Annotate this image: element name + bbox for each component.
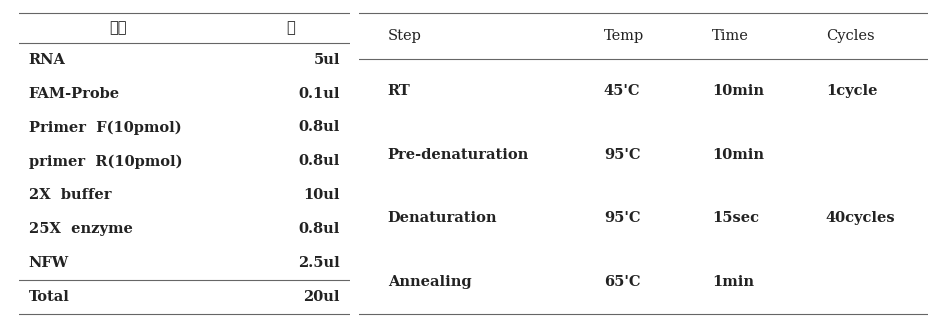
- Text: 1cycle: 1cycle: [826, 84, 877, 98]
- Text: 25X  enzyme: 25X enzyme: [29, 222, 132, 236]
- Text: 95'C: 95'C: [604, 148, 640, 162]
- Text: 0.1ul: 0.1ul: [299, 87, 340, 100]
- Text: 0.8ul: 0.8ul: [299, 120, 340, 134]
- Text: 20ul: 20ul: [303, 290, 340, 304]
- Text: Pre-denaturation: Pre-denaturation: [388, 148, 529, 162]
- Text: Denaturation: Denaturation: [388, 211, 497, 225]
- Text: 0.8ul: 0.8ul: [299, 222, 340, 236]
- Text: 40cycles: 40cycles: [826, 211, 896, 225]
- Text: Time: Time: [712, 29, 749, 43]
- Text: 65'C: 65'C: [604, 275, 640, 289]
- Text: Primer  F(10pmol): Primer F(10pmol): [29, 120, 181, 135]
- Text: 5ul: 5ul: [313, 53, 340, 67]
- Text: 45'C: 45'C: [604, 84, 640, 98]
- Text: Step: Step: [388, 29, 422, 43]
- Text: 양: 양: [285, 20, 295, 35]
- Text: Total: Total: [29, 290, 69, 304]
- Text: Cycles: Cycles: [826, 29, 874, 43]
- Text: Annealing: Annealing: [388, 275, 471, 289]
- Text: 0.8ul: 0.8ul: [299, 154, 340, 168]
- Text: 10min: 10min: [712, 148, 764, 162]
- Text: 10min: 10min: [712, 84, 764, 98]
- Text: primer  R(10pmol): primer R(10pmol): [29, 154, 182, 169]
- Text: 10ul: 10ul: [303, 188, 340, 202]
- Text: FAM-Probe: FAM-Probe: [29, 87, 119, 100]
- Text: 15sec: 15sec: [712, 211, 759, 225]
- Text: 2X  buffer: 2X buffer: [29, 188, 111, 202]
- Text: 조성: 조성: [109, 20, 127, 35]
- Text: RNA: RNA: [29, 53, 65, 67]
- Text: RT: RT: [388, 84, 411, 98]
- Text: 95'C: 95'C: [604, 211, 640, 225]
- Text: NFW: NFW: [29, 256, 69, 270]
- Text: 1min: 1min: [712, 275, 754, 289]
- Text: Temp: Temp: [604, 29, 644, 43]
- Text: 2.5ul: 2.5ul: [299, 256, 340, 270]
